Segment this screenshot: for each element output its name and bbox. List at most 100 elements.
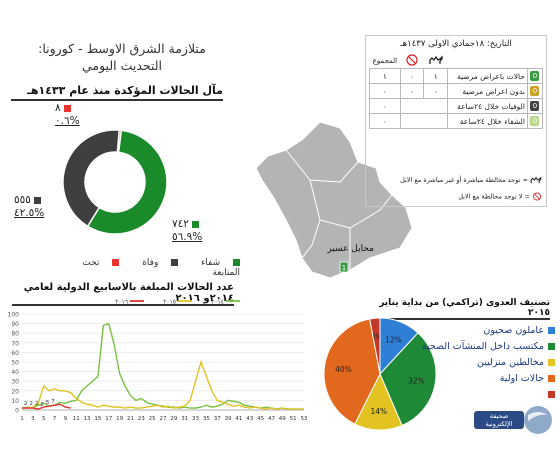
pie-slice xyxy=(379,332,437,427)
x-tick-label: 19 xyxy=(116,416,123,422)
legend-follow: تحت المتابعة xyxy=(82,258,240,278)
data-label: 2 xyxy=(24,401,28,407)
logo-mark xyxy=(474,406,552,434)
y-tick-label: 70 xyxy=(11,340,19,347)
x-tick-label: 45 xyxy=(257,416,264,422)
x-tick-label: 1 xyxy=(20,416,24,422)
page-title: متلازمة الشرق الاوسط - كورونا: التحديث ا… xyxy=(38,41,206,73)
y-tick-label: 80 xyxy=(11,331,19,338)
x-tick-label: 35 xyxy=(203,416,210,422)
pie-chart-title: تصنيف العدوى (تراكمي) من بداية يناير ٢٠١… xyxy=(372,298,550,320)
x-tick-label: 31 xyxy=(181,416,188,422)
x-tick-label: 15 xyxy=(94,416,101,422)
recovered-label: ٧٤٢ %٥٦.٩ xyxy=(172,218,203,243)
legend-label: ٢٠١٤ xyxy=(211,299,224,306)
death-label: ٥٥٥ %٤٢.٥ xyxy=(14,194,45,219)
line-chart-title: عدد الحالات المبلغة بالاسابيع الدولية لع… xyxy=(12,282,234,306)
series-line-0 xyxy=(21,322,304,410)
x-tick-label: 29 xyxy=(170,416,177,422)
x-tick-label: 3 xyxy=(31,416,35,422)
info-box: التاريخ: ١٨جمادي الاولى ١٤٣٧هـ المجموع 0… xyxy=(365,35,547,207)
follow-swatch xyxy=(63,104,71,112)
pie-legend: عاملون صحيون مكتسب داخل المنشآت الصحية م… xyxy=(422,325,555,405)
x-tick-label: 9 xyxy=(64,416,68,422)
camel-icon xyxy=(424,54,448,69)
table-row: 0 حالات باعراض مرضية ١ ٠ ١ xyxy=(369,68,544,84)
deaths-badge: 0 xyxy=(530,101,540,111)
total-header: المجموع xyxy=(372,57,398,65)
x-tick-label: 41 xyxy=(235,416,242,422)
y-tick-label: 20 xyxy=(11,388,19,395)
series-line-1 xyxy=(22,359,304,410)
x-tick-label: 49 xyxy=(279,416,286,422)
x-tick-label: 25 xyxy=(149,416,156,422)
legend-recovered: شفاء xyxy=(191,258,240,268)
data-label: 2 xyxy=(29,401,33,407)
legend-death: وفاة xyxy=(132,258,179,268)
no-camel-icon xyxy=(400,54,424,69)
x-tick-label: 43 xyxy=(246,416,253,422)
donut-slice-recovered xyxy=(86,129,168,235)
x-tick-label: 47 xyxy=(268,416,275,422)
data-label: 7 xyxy=(51,399,55,405)
newspaper-logo: صحيفة الإلكترونية xyxy=(470,403,552,437)
recoveries-badge: 0 xyxy=(530,116,540,126)
pie-legend-item: مكتسب داخل المنشآت الصحية xyxy=(422,341,555,357)
map-region-lines xyxy=(285,149,393,270)
x-tick-label: 51 xyxy=(290,416,297,422)
x-tick-label: 53 xyxy=(301,416,308,422)
y-tick-label: 0 xyxy=(15,408,19,415)
donut-legend: شفاء وفاة تحت المتابعة xyxy=(40,258,240,278)
pie-legend-item: عاملون صحيون xyxy=(440,325,555,341)
y-tick-label: 30 xyxy=(11,379,19,386)
pie-label: 32% xyxy=(408,376,425,385)
death-swatch xyxy=(34,196,42,204)
recovered-swatch xyxy=(192,220,200,228)
pie-label: 12% xyxy=(385,336,402,345)
y-tick-label: 100 xyxy=(8,312,19,319)
x-tick-label: 39 xyxy=(225,416,232,422)
asymptomatic-badge: 0 xyxy=(530,86,540,96)
legend-label: ٢٠١٥ xyxy=(163,299,176,306)
y-tick-label: 50 xyxy=(11,360,19,367)
x-tick-label: 17 xyxy=(105,416,112,422)
table-row: 0 بدون اعراض مرضية ٠ ٠ ٠ xyxy=(369,83,544,99)
pie-legend-item: حالات اولية xyxy=(440,373,555,389)
x-tick-label: 5 xyxy=(42,416,46,422)
infection-pie-chart: 3% 12% 32% 14% 40% xyxy=(323,317,437,431)
outcome-donut-chart xyxy=(62,129,168,235)
y-tick-label: 90 xyxy=(11,321,19,328)
legend-label: ٢٠١٦ xyxy=(115,299,128,306)
region-marker-number: 1 xyxy=(342,264,346,272)
table-row: 0 الوفيات خلال ٢٤ساعة ٠ xyxy=(369,98,544,114)
pie-slice xyxy=(323,318,381,425)
x-tick-label: 11 xyxy=(73,416,80,422)
y-tick-label: 60 xyxy=(11,350,19,357)
x-tick-label: 37 xyxy=(214,416,221,422)
symptomatic-badge: 0 xyxy=(530,71,540,81)
daily-cases-table: المجموع 0 حالات باعراض مرضية ١ ٠ ١ 0 بدو… xyxy=(369,54,544,129)
x-tick-label: 13 xyxy=(84,416,91,422)
x-tick-label: 33 xyxy=(192,416,199,422)
donut-section-title: مآل الحالات المؤكدة منذ عام ١٤٣٣هـ xyxy=(11,84,223,101)
x-tick-label: 21 xyxy=(127,416,134,422)
report-date: التاريخ: ١٨جمادي الاولى ١٤٣٧هـ xyxy=(400,39,512,49)
x-tick-label: 7 xyxy=(53,416,57,422)
donut-slice-follow xyxy=(116,129,123,154)
pie-legend-item xyxy=(440,389,555,405)
x-tick-label: 27 xyxy=(160,416,167,422)
saudi-map: 1 xyxy=(255,121,413,279)
series-line-2 xyxy=(22,403,71,410)
note-no-camel-contact: = لا توجد مخالطة مع الابل xyxy=(458,192,542,201)
pie-label: 3% xyxy=(371,333,383,342)
donut-slice-death xyxy=(62,129,121,228)
data-label: 2 xyxy=(35,401,39,407)
follow-label: ٨ %٠.٦ xyxy=(55,102,80,127)
pie-label: 14% xyxy=(371,407,388,416)
logo-text: صحيفة الإلكترونية xyxy=(485,412,513,428)
note-camel-contact: = توجد مخالطة مباشرة أو غير مباشرة مع ال… xyxy=(400,176,542,184)
y-tick-label: 40 xyxy=(11,369,19,376)
data-label: 5 xyxy=(46,400,50,406)
table-row: 0 الشفاء خلال ٢٤ساعة ٠ xyxy=(369,113,544,129)
